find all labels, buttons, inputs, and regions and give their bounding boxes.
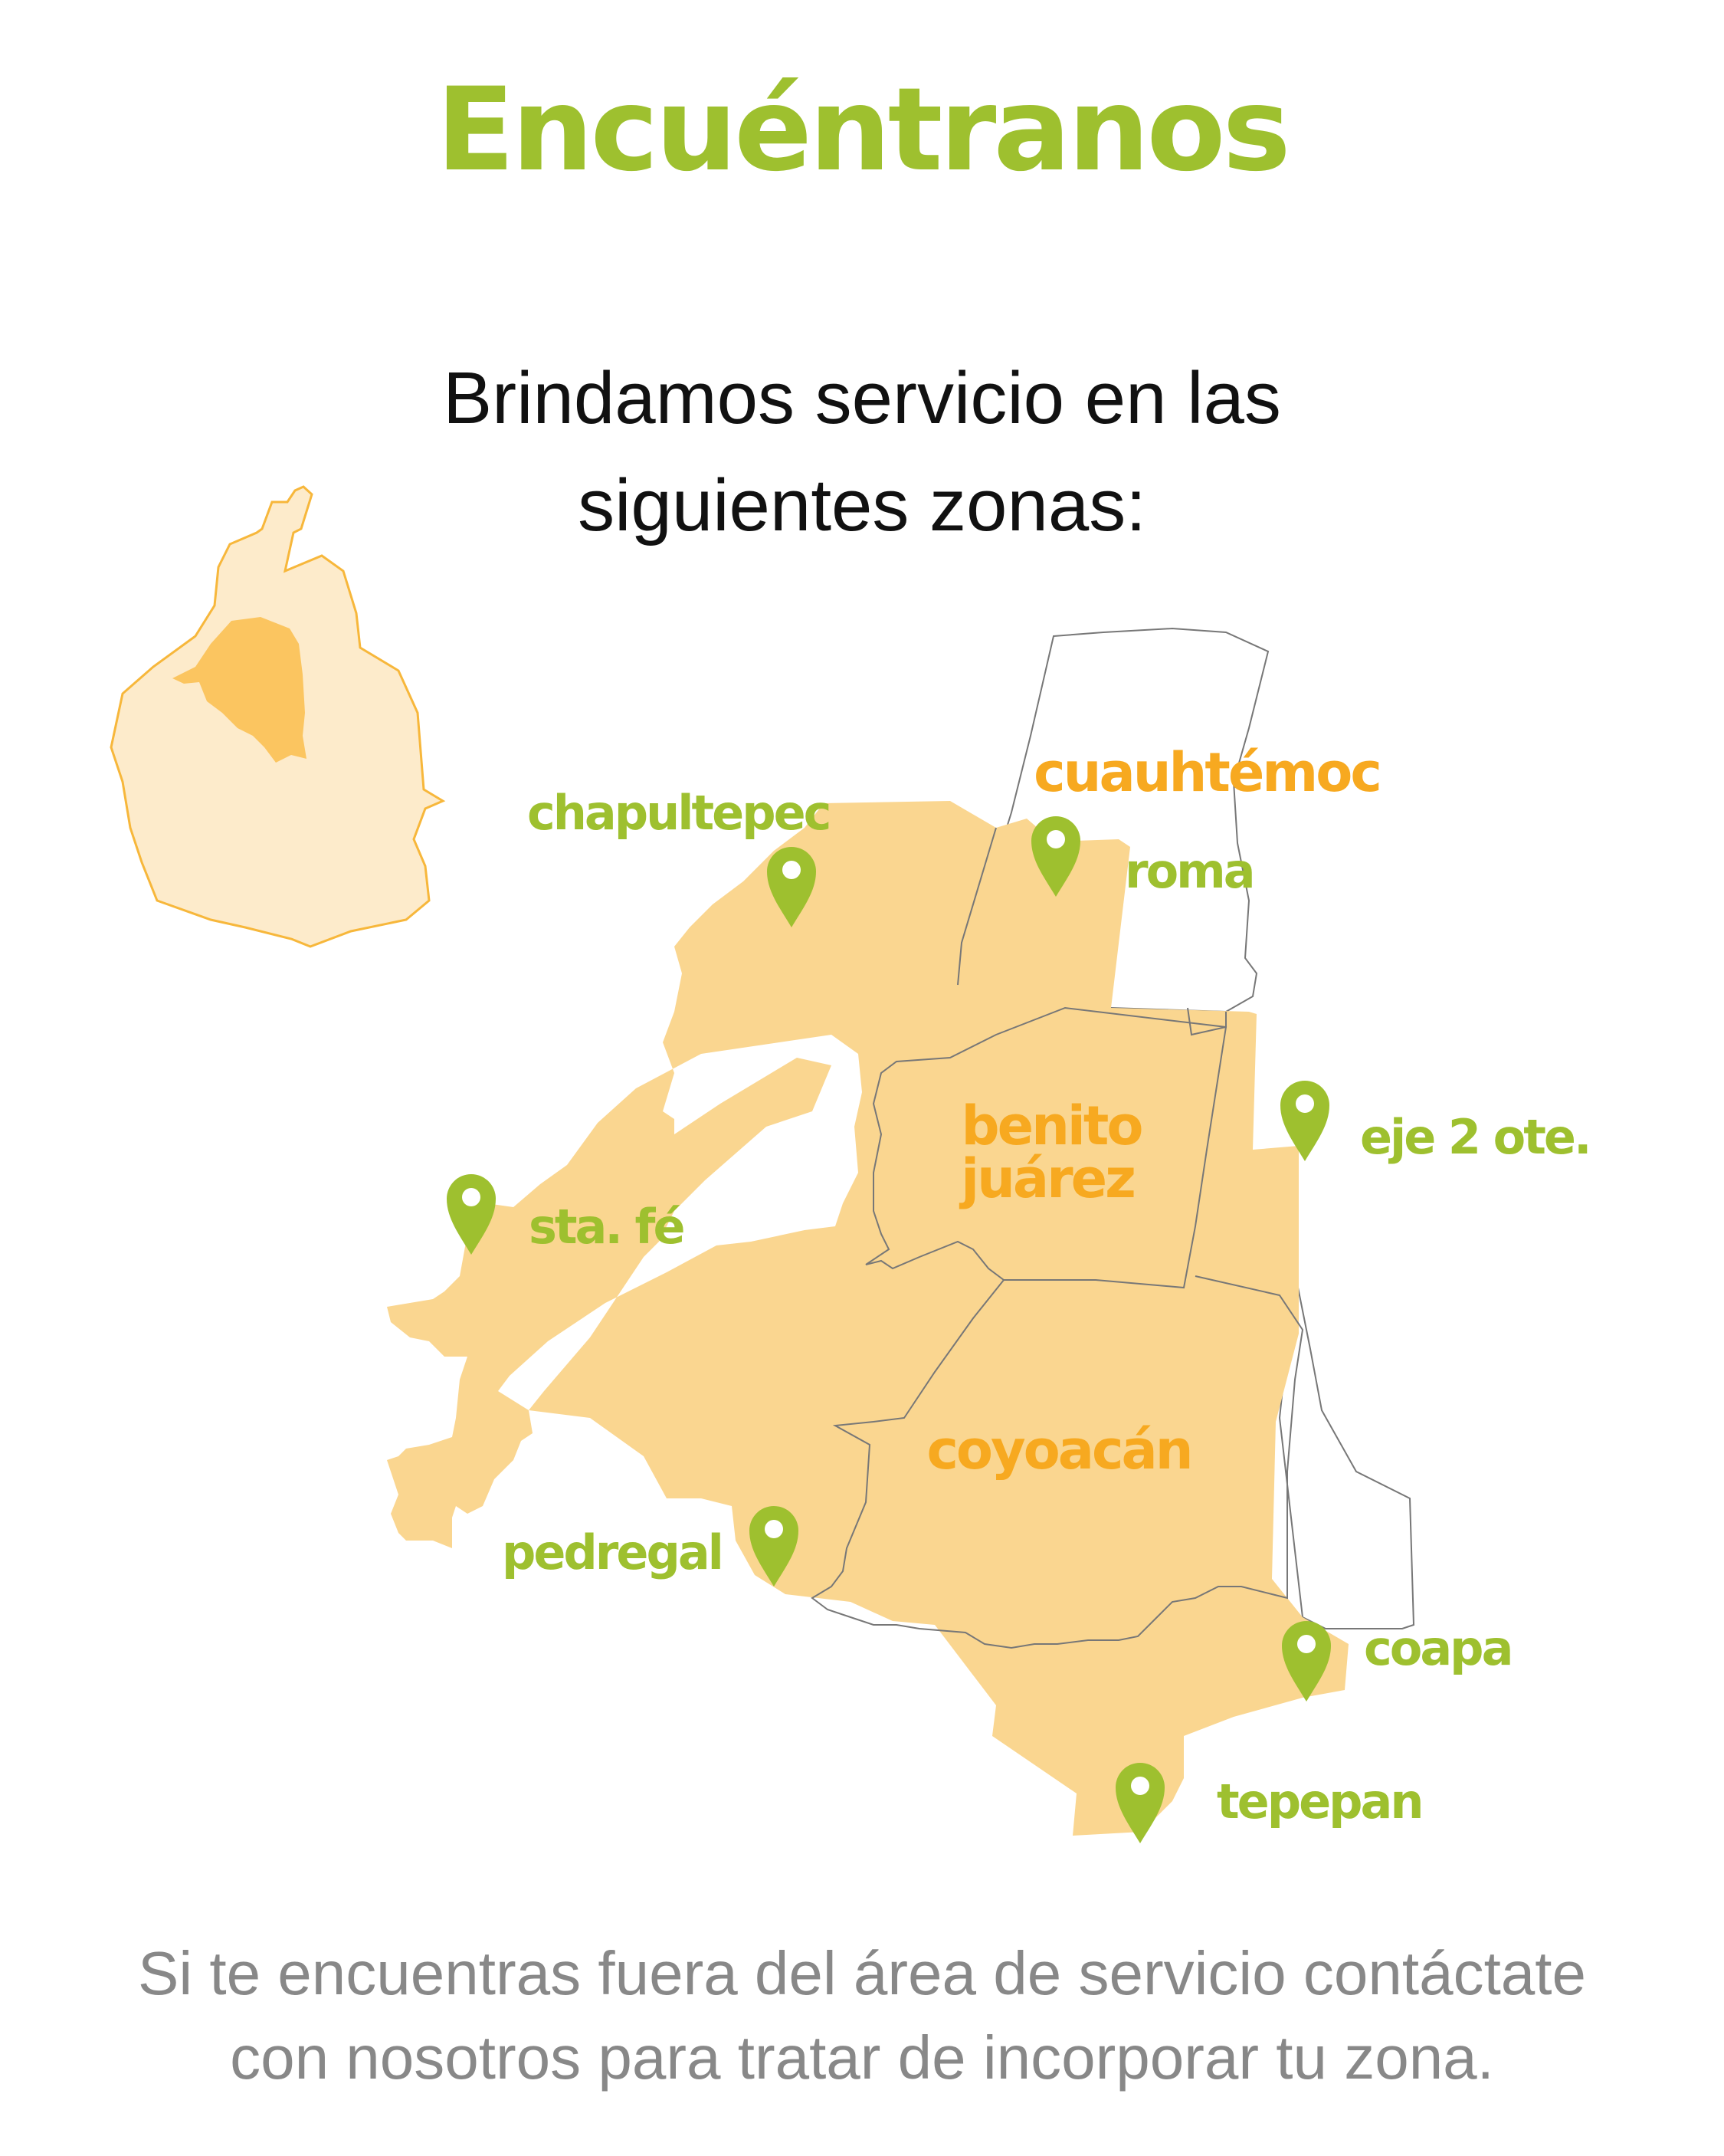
east-unserved-area [1278, 1272, 1415, 1629]
district-label-cuauhtemoc: cuauhtémoc [1034, 741, 1380, 804]
place-label-tepepan: tepepan [1217, 1774, 1421, 1829]
map-pin-icon [447, 1174, 496, 1255]
place-label-coapa: coapa [1364, 1620, 1511, 1676]
map-pin-icon [1116, 1763, 1165, 1843]
map-pin-dot [1296, 1094, 1314, 1113]
coyoacan-border [811, 1275, 1304, 1649]
served-zone [387, 801, 1349, 1836]
page-title: Encuéntranos [436, 64, 1291, 197]
place-label-chapultepec: chapultepec [527, 785, 829, 841]
map-pin-dot [765, 1520, 783, 1538]
pin-pedregal[interactable] [749, 1506, 798, 1587]
service-area-highlight [172, 617, 306, 763]
district-borders [811, 827, 1304, 1649]
subtitle-line-1: Brindamos servicio en las [443, 357, 1281, 439]
eje2-border [1187, 1007, 1227, 1036]
district-label-benito-juarez-1: benito [962, 1094, 1142, 1157]
district-labels: cuauhtémoc benito juárez coyoacán [926, 741, 1381, 1482]
map-pin-icon [1031, 816, 1080, 897]
place-label-pedregal: pedregal [502, 1524, 722, 1580]
map-pin-icon [749, 1506, 798, 1587]
map-pin-icon [1282, 1621, 1331, 1702]
footer-line-1: Si te encuentras fuera del área de servi… [138, 1939, 1586, 2007]
map-pin-icon [1280, 1081, 1329, 1161]
place-label-eje2: eje 2 ote. [1360, 1109, 1590, 1165]
subtitle: Brindamos servicio en las siguientes zon… [0, 345, 1724, 560]
map-pin-dot [1297, 1635, 1316, 1653]
subtitle-line-2: siguientes zonas: [578, 464, 1146, 546]
district-label-benito-juarez-2: juárez [959, 1147, 1134, 1210]
pin-roma[interactable] [1031, 816, 1080, 897]
map-pin-dot [1047, 830, 1065, 848]
map-pin-dot [1131, 1777, 1149, 1795]
place-label-sta-fe: sta. fé [529, 1199, 683, 1255]
pin-tepepan[interactable] [1116, 1763, 1165, 1843]
pin-sta-fe[interactable] [447, 1174, 496, 1255]
location-pins [447, 816, 1331, 1843]
place-labels: chapultepec roma eje 2 ote. sta. fé pedr… [502, 785, 1592, 1829]
pin-eje2[interactable] [1280, 1081, 1329, 1161]
footer-note: Si te encuentras fuera del área de servi… [0, 1931, 1724, 2100]
district-label-coyoacan: coyoacán [926, 1419, 1191, 1482]
map-pin-dot [782, 861, 801, 879]
map-pin-icon [767, 847, 816, 927]
city-locator-map [110, 485, 446, 948]
pin-coapa[interactable] [1282, 1621, 1331, 1702]
roma-border [957, 827, 997, 986]
map-pin-dot [462, 1188, 480, 1206]
place-label-roma: roma [1125, 843, 1254, 899]
footer-line-2: con nosotros para tratar de incorporar t… [230, 2023, 1494, 2092]
pin-chapultepec[interactable] [767, 847, 816, 927]
